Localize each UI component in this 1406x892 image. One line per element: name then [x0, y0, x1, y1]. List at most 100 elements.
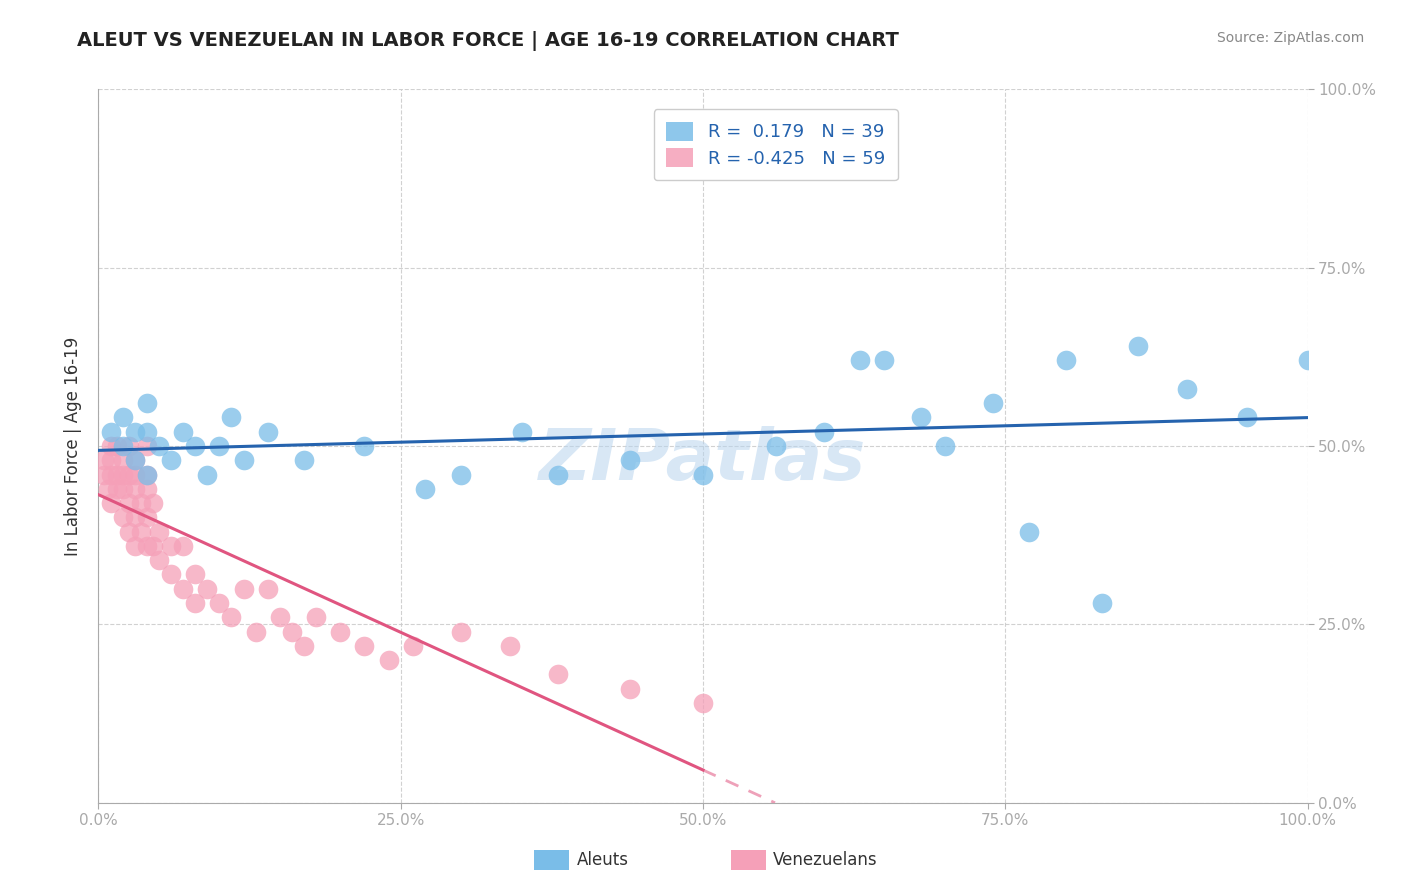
Point: [124, 425, 146, 439]
Point: [100, 467, 122, 482]
Point: [1236, 410, 1258, 425]
Point: [142, 496, 165, 510]
Point: [135, 539, 157, 553]
Point: [873, 353, 896, 368]
Point: [148, 553, 170, 567]
Point: [221, 410, 243, 425]
Point: [292, 453, 315, 467]
Point: [619, 453, 641, 467]
Point: [118, 496, 141, 510]
Point: [105, 467, 128, 482]
Point: [142, 539, 165, 553]
Point: [1018, 524, 1040, 539]
Point: [97, 482, 120, 496]
Point: [100, 453, 122, 467]
Point: [135, 467, 157, 482]
Point: [1091, 596, 1114, 610]
Point: [498, 639, 520, 653]
Point: [245, 624, 267, 639]
Point: [1296, 353, 1319, 368]
Point: [160, 453, 183, 467]
Point: [619, 681, 641, 696]
Point: [124, 467, 146, 482]
Point: [813, 425, 835, 439]
Point: [100, 439, 122, 453]
Point: [692, 696, 714, 710]
Legend: R =  0.179   N = 39, R = -0.425   N = 59: R = 0.179 N = 39, R = -0.425 N = 59: [654, 109, 897, 180]
Point: [172, 425, 194, 439]
Point: [148, 439, 170, 453]
Text: ZIPatlas: ZIPatlas: [540, 425, 866, 495]
Point: [111, 410, 134, 425]
Point: [765, 439, 787, 453]
Point: [353, 639, 375, 653]
Point: [208, 439, 231, 453]
Point: [184, 567, 207, 582]
Point: [111, 467, 134, 482]
Point: [232, 453, 254, 467]
Point: [450, 467, 472, 482]
Point: [547, 467, 569, 482]
Point: [160, 539, 183, 553]
Point: [510, 425, 533, 439]
Point: [172, 539, 194, 553]
Point: [849, 353, 872, 368]
Point: [329, 624, 352, 639]
Point: [105, 482, 128, 496]
Point: [124, 539, 146, 553]
Point: [93, 467, 115, 482]
Point: [1175, 382, 1198, 396]
Point: [124, 453, 146, 467]
Point: [377, 653, 399, 667]
Point: [1128, 339, 1150, 353]
Point: [129, 524, 152, 539]
Text: ALEUT VS VENEZUELAN IN LABOR FORCE | AGE 16-19 CORRELATION CHART: ALEUT VS VENEZUELAN IN LABOR FORCE | AGE…: [77, 31, 900, 51]
Point: [450, 624, 472, 639]
Point: [118, 524, 141, 539]
Point: [281, 624, 304, 639]
Point: [292, 639, 315, 653]
Point: [184, 596, 207, 610]
Point: [160, 567, 183, 582]
Point: [269, 610, 291, 624]
Point: [124, 510, 146, 524]
Point: [111, 453, 134, 467]
Point: [111, 482, 134, 496]
Point: [135, 425, 157, 439]
Point: [93, 453, 115, 467]
Point: [124, 453, 146, 467]
Point: [105, 439, 128, 453]
Point: [413, 482, 436, 496]
Point: [221, 610, 243, 624]
Point: [208, 596, 231, 610]
Point: [305, 610, 328, 624]
Point: [135, 482, 157, 496]
Point: [100, 425, 122, 439]
Point: [195, 467, 218, 482]
Point: [981, 396, 1004, 410]
Point: [118, 439, 141, 453]
Point: [172, 582, 194, 596]
Point: [910, 410, 932, 425]
Point: [934, 439, 956, 453]
Point: [135, 467, 157, 482]
Point: [135, 439, 157, 453]
Point: [148, 524, 170, 539]
Point: [195, 582, 218, 596]
Point: [402, 639, 425, 653]
Point: [184, 439, 207, 453]
Point: [547, 667, 569, 681]
Point: [232, 582, 254, 596]
Text: Venezuelans: Venezuelans: [773, 851, 877, 869]
Text: Aleuts: Aleuts: [576, 851, 628, 869]
Point: [135, 396, 157, 410]
Point: [692, 467, 714, 482]
Point: [353, 439, 375, 453]
Point: [129, 496, 152, 510]
Point: [111, 510, 134, 524]
Point: [1054, 353, 1077, 368]
Point: [256, 425, 278, 439]
Text: Source: ZipAtlas.com: Source: ZipAtlas.com: [1216, 31, 1364, 45]
Point: [100, 496, 122, 510]
Point: [135, 510, 157, 524]
